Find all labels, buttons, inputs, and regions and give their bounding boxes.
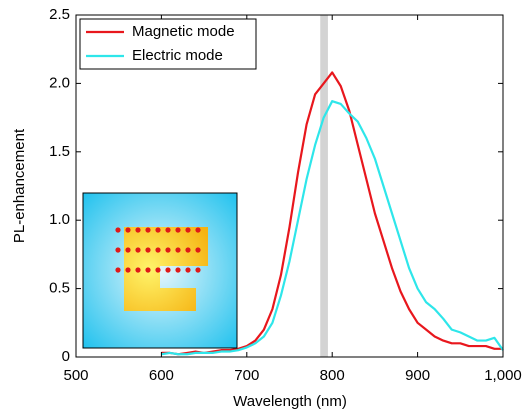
y-tick-label: 0.5: [49, 280, 70, 297]
y-axis-label: PL-enhancement: [11, 128, 28, 243]
x-tick-label: 600: [149, 367, 174, 384]
legend-label: Electric mode: [132, 47, 223, 64]
y-tick-label: 2.5: [49, 6, 70, 23]
inset-image: [82, 192, 238, 349]
legend-box: [79, 18, 257, 70]
y-tick-label: 1.5: [49, 143, 70, 160]
data-line: [161, 100, 504, 356]
data-line: [161, 71, 503, 356]
y-tick-label: 0: [62, 348, 70, 365]
x-tick-label: 800: [320, 367, 345, 384]
x-tick-label: 500: [63, 367, 88, 384]
x-axis-label: Wavelength (nm): [233, 393, 347, 410]
plot-frame: [75, 14, 504, 358]
legend-label: Magnetic mode: [132, 23, 235, 40]
y-tick-label: 1.0: [49, 211, 70, 228]
y-tick-label: 2.0: [49, 74, 70, 91]
highlight-band: [320, 15, 328, 357]
x-tick-label: 1,000: [484, 367, 522, 384]
x-tick-label: 700: [234, 367, 259, 384]
x-tick-label: 900: [405, 367, 430, 384]
